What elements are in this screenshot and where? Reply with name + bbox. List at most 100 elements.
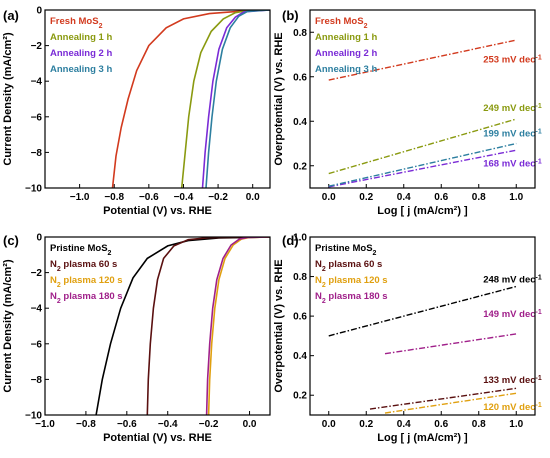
axes-frame <box>44 9 271 189</box>
panel-3: (c) −1.0 −0.8 −0.6 −0.4 −0.2 0.0 0 −2 −4 −6 −8 −10 Po… <box>2 233 271 444</box>
x-axis-label: Log [ j (mA/cm²) ] <box>377 432 468 444</box>
slope-annotation: 133 mV dec-1 <box>483 374 542 386</box>
y-tick-label: −6 <box>31 112 43 123</box>
y-axis-label: Overpotential (V) vs. RHE <box>273 259 285 392</box>
y-tick-label: 0.8 <box>293 28 307 39</box>
y-tick-label: 0.2 <box>293 161 307 172</box>
x-tick-label: −0.2 <box>199 419 219 430</box>
x-axis-label: Potential (V) vs. RHE <box>103 205 212 217</box>
series-line <box>95 237 270 415</box>
x-tick-label: 0.4 <box>397 419 411 430</box>
legend-entry: Annealing 1 h <box>315 32 377 43</box>
tafel-fit-line <box>328 149 517 188</box>
slope-annotation: 149 mV dec-1 <box>483 309 542 321</box>
y-tick-label: 0.4 <box>293 351 307 362</box>
tafel-fit-line <box>369 387 517 410</box>
y-axis-label: Current Density (mA/cm²) <box>2 259 14 393</box>
legend-entry: N2 plasma 180 s <box>315 291 388 305</box>
x-tick-label: −0.2 <box>208 192 228 203</box>
legend-entry: Annealing 2 h <box>315 48 377 59</box>
tafel-fit-line <box>384 392 517 414</box>
legend-entry: N2 plasma 120 s <box>315 275 388 289</box>
x-tick-label: 0.8 <box>472 419 486 430</box>
x-tick-label: 0.0 <box>322 192 336 203</box>
x-tick-label: 1.0 <box>509 419 523 430</box>
x-tick-label: 0.6 <box>434 192 448 203</box>
legend-entry: N2 plasma 180 s <box>50 291 123 305</box>
tafel-fit-line <box>328 39 517 81</box>
x-tick-label: 0.2 <box>359 192 373 203</box>
x-tick-label: −0.4 <box>158 419 178 430</box>
series-line <box>207 237 270 415</box>
series-line <box>205 237 270 415</box>
x-tick-label: −1.0 <box>70 192 90 203</box>
tafel-fit-line <box>384 333 517 355</box>
y-tick-label: −8 <box>31 375 43 386</box>
legend-entry: Fresh MoS2 <box>50 16 103 30</box>
legend-entry: N2 plasma 60 s <box>50 259 117 273</box>
axes-frame <box>309 236 536 416</box>
y-axis-label: Overpotential (V) vs. RHE <box>273 32 285 165</box>
legend-entry: N2 plasma 60 s <box>315 259 382 273</box>
tafel-fit-line <box>328 118 517 175</box>
plot-area <box>328 39 517 188</box>
panel-1: (a) −1.0 −0.8 −0.6 −0.4 −0.2 0.0 0 −2 −4 −6 −8 −10 Po… <box>2 6 271 217</box>
y-tick-label: −10 <box>25 184 42 195</box>
y-tick-label: −4 <box>31 304 43 315</box>
x-tick-label: 0.0 <box>322 419 336 430</box>
legend-entry: Annealing 2 h <box>50 48 112 59</box>
series-line <box>201 10 270 188</box>
slope-annotation: 199 mV dec-1 <box>483 128 542 140</box>
x-axis-label: Potential (V) vs. RHE <box>103 432 212 444</box>
x-tick-label: 1.0 <box>509 192 523 203</box>
slope-annotation: 120 mV dec-1 <box>483 402 542 414</box>
x-tick-label: −0.6 <box>117 419 137 430</box>
panel-2: (b) 0.0 0.2 0.4 0.6 0.8 1.0 0.2 0.4 0.6 0.8 Log [ j… <box>273 8 542 217</box>
plot-area <box>111 10 270 188</box>
legend-entry: Annealing 3 h <box>50 64 112 75</box>
panel-label: (a) <box>3 8 19 23</box>
y-tick-label: 0.2 <box>293 391 307 402</box>
legend-entry: Annealing 3 h <box>315 64 377 75</box>
panel-label: (c) <box>3 233 19 248</box>
x-tick-label: −0.8 <box>76 419 96 430</box>
axes-frame <box>44 236 271 416</box>
slope-annotation: 248 mV dec-1 <box>483 274 542 286</box>
panel-label: (b) <box>282 8 299 23</box>
y-tick-label: 0.6 <box>293 312 307 323</box>
slope-annotation: 168 mV dec-1 <box>483 158 542 170</box>
y-tick-label: 0.6 <box>293 72 307 83</box>
tafel-fit-line <box>328 142 517 187</box>
plot-area <box>328 285 517 414</box>
y-tick-label: −6 <box>31 339 43 350</box>
x-tick-label: 0.2 <box>359 419 373 430</box>
panel-label: (d) <box>282 233 299 248</box>
y-tick-label: −10 <box>25 411 42 422</box>
y-tick-label: −2 <box>31 41 43 52</box>
panel-4: (d) 0.0 0.2 0.4 0.6 0.8 1.0 0.2 0.4 0.6 0.8 1.0 Log … <box>273 233 542 445</box>
x-tick-label: 0.0 <box>243 419 257 430</box>
y-tick-label: 0 <box>36 6 42 17</box>
legend-entry: Fresh MoS2 <box>315 16 368 30</box>
x-tick-label: 0.6 <box>434 419 448 430</box>
y-tick-label: 0 <box>36 233 42 244</box>
y-tick-label: −8 <box>31 148 43 159</box>
x-tick-label: 0.4 <box>397 192 411 203</box>
slope-annotation: 249 mV dec-1 <box>483 103 542 115</box>
y-tick-label: 0.8 <box>293 272 307 283</box>
x-axis-label: Log [ j (mA/cm²) ] <box>377 205 468 217</box>
series-line <box>146 237 270 415</box>
series-line <box>205 10 270 188</box>
plot-area <box>95 237 270 415</box>
legend-entry: Annealing 1 h <box>50 32 112 43</box>
y-tick-label: 0.4 <box>293 117 307 128</box>
legend-entry: N2 plasma 120 s <box>50 275 123 289</box>
axes-frame <box>309 9 536 189</box>
series-line <box>111 10 270 188</box>
y-tick-label: 1.0 <box>293 233 307 244</box>
legend-entry: Pristine MoS2 <box>50 243 112 257</box>
x-tick-label: 0.8 <box>472 192 486 203</box>
x-tick-label: −0.8 <box>104 192 124 203</box>
x-tick-label: 0.0 <box>246 192 260 203</box>
